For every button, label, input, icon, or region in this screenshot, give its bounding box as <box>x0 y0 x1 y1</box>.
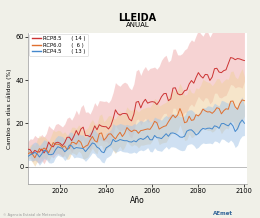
Y-axis label: Cambio en días cálidos (%): Cambio en días cálidos (%) <box>7 68 12 148</box>
Text: © Agencia Estatal de Meteorología: © Agencia Estatal de Meteorología <box>3 213 65 217</box>
Text: AEmet: AEmet <box>213 211 233 216</box>
Legend: RCP8.5      ( 14 ), RCP6.0      (  6 ), RCP4.5      ( 13 ): RCP8.5 ( 14 ), RCP6.0 ( 6 ), RCP4.5 ( 13… <box>29 34 88 56</box>
Text: ANUAL: ANUAL <box>125 22 149 28</box>
Title: LLEIDA: LLEIDA <box>118 14 156 24</box>
X-axis label: Año: Año <box>130 196 145 204</box>
